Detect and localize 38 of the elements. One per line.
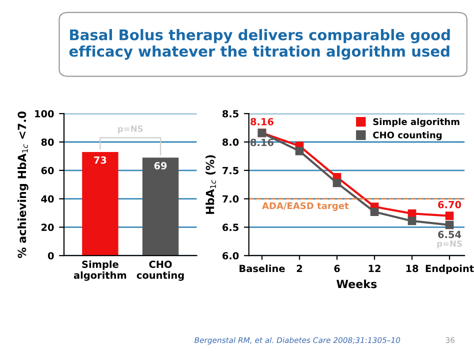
x-tick-label: CHO counting — [136, 260, 184, 281]
x-tick-label: Simple algorithm — [74, 260, 126, 281]
x-tick-label: Baseline — [240, 264, 285, 272]
y-tick-label: 100 — [35, 110, 54, 118]
point — [332, 178, 342, 188]
data-label: 6.54 — [438, 230, 462, 238]
y-tick-label: 7.5 — [222, 167, 238, 174]
x-tick-label: 12 — [368, 264, 380, 272]
text: Basal Bolus therapy delivers comparable good efficacy whatever the titration algorithm used — [69, 29, 450, 60]
point — [295, 146, 304, 156]
y-tick-label: 80 — [41, 138, 54, 146]
data-label: 69 — [154, 162, 167, 170]
y-tick-label: 0 — [48, 252, 54, 260]
y-tick-label: 8.0 — [222, 138, 239, 146]
y-axis-title: % achieving HbA$_{1c}$ <7.0 — [18, 111, 28, 258]
x-tick-label: 2 — [296, 264, 302, 272]
y-tick-label: 40 — [41, 195, 54, 203]
x-tick-label: Endpoint — [426, 264, 474, 274]
y-tick-label: 20 — [42, 224, 54, 232]
x-tick-label: 6 — [334, 264, 340, 272]
legend-label: Simple algorithm — [373, 118, 460, 127]
data-label: 73 — [94, 156, 106, 164]
y-tick-label: 6.0 — [222, 252, 239, 260]
ref-line-label: ADA/EASD target — [262, 202, 349, 211]
y-tick-label: 6.5 — [222, 224, 238, 232]
y-tick-label: 60 — [41, 166, 54, 174]
y-tick-label: 7.0 — [222, 195, 239, 203]
point — [445, 220, 454, 230]
x-tick-label: 18 — [406, 264, 418, 272]
point — [370, 208, 379, 216]
y-axis-title: HbA$_{1c}$ (%) — [206, 155, 216, 214]
x-axis-title: Weeks — [336, 280, 377, 288]
data-label: 6.70 — [438, 200, 462, 208]
point — [408, 216, 416, 226]
y-tick-label: 8.5 — [222, 110, 238, 118]
point — [445, 212, 454, 220]
legend-label: CHO counting — [373, 131, 442, 140]
data-label: 8.16 — [250, 118, 274, 126]
